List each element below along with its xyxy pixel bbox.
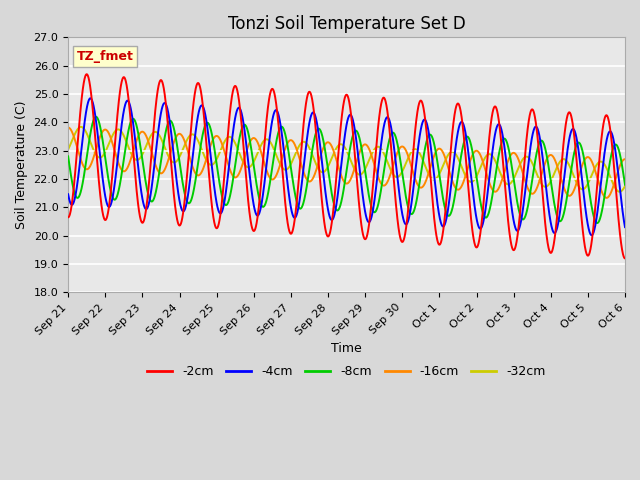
-2cm — [621, 255, 629, 261]
-32cm — [550, 170, 558, 176]
-4cm — [588, 232, 595, 238]
Line: -32cm: -32cm — [68, 127, 625, 192]
Title: Tonzi Soil Temperature Set D: Tonzi Soil Temperature Set D — [228, 15, 465, 33]
-4cm — [550, 230, 558, 236]
-8cm — [128, 117, 136, 122]
-8cm — [161, 133, 169, 139]
-32cm — [161, 145, 169, 151]
-16cm — [603, 195, 611, 201]
-32cm — [302, 140, 310, 146]
-16cm — [64, 125, 72, 131]
-32cm — [611, 183, 618, 189]
-8cm — [302, 188, 310, 193]
-32cm — [77, 124, 85, 130]
Line: -2cm: -2cm — [68, 74, 625, 258]
-8cm — [278, 124, 285, 130]
-32cm — [621, 183, 629, 189]
-8cm — [621, 182, 629, 188]
-16cm — [278, 156, 285, 162]
-4cm — [302, 144, 310, 149]
-2cm — [128, 132, 136, 137]
-2cm — [302, 100, 310, 106]
Y-axis label: Soil Temperature (C): Soil Temperature (C) — [15, 101, 28, 229]
-8cm — [550, 201, 558, 206]
-4cm — [128, 111, 136, 117]
Text: TZ_fmet: TZ_fmet — [77, 50, 133, 63]
-32cm — [616, 189, 623, 194]
-4cm — [86, 96, 94, 101]
-16cm — [161, 167, 168, 172]
-16cm — [621, 156, 629, 162]
-2cm — [161, 93, 169, 98]
Legend: -2cm, -4cm, -8cm, -16cm, -32cm: -2cm, -4cm, -8cm, -16cm, -32cm — [142, 360, 551, 383]
-2cm — [83, 72, 91, 77]
-32cm — [128, 152, 136, 157]
Line: -4cm: -4cm — [68, 98, 625, 235]
-2cm — [64, 215, 72, 220]
-4cm — [161, 100, 169, 106]
-2cm — [611, 166, 618, 172]
Line: -8cm: -8cm — [68, 117, 625, 223]
-4cm — [611, 142, 618, 147]
Line: -16cm: -16cm — [68, 128, 625, 198]
-16cm — [611, 180, 618, 186]
-2cm — [278, 162, 285, 168]
-16cm — [302, 175, 310, 180]
-32cm — [278, 164, 285, 170]
-8cm — [64, 154, 72, 159]
-8cm — [593, 220, 601, 226]
X-axis label: Time: Time — [332, 342, 362, 355]
-16cm — [128, 154, 136, 159]
-4cm — [621, 224, 629, 230]
-2cm — [550, 238, 558, 244]
-32cm — [64, 146, 72, 152]
-8cm — [92, 114, 100, 120]
-16cm — [550, 156, 558, 161]
-4cm — [278, 132, 285, 137]
-4cm — [64, 192, 72, 197]
-8cm — [611, 143, 618, 148]
